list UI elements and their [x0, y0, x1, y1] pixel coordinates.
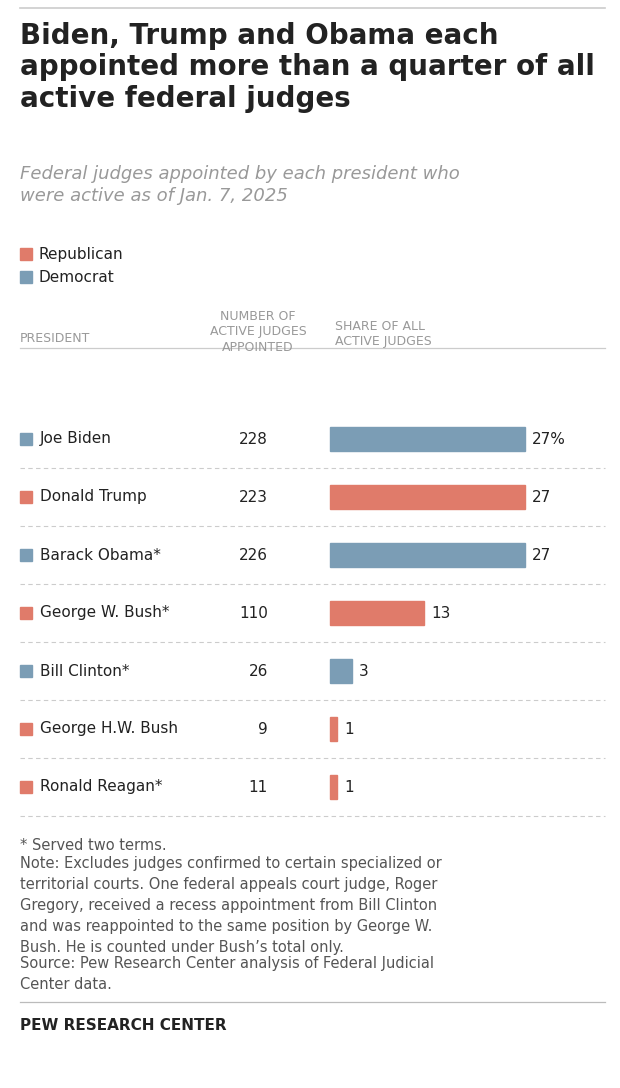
Text: Barack Obama*: Barack Obama*	[40, 547, 161, 562]
Bar	[330, 543, 525, 567]
Text: NUMBER OF
ACTIVE JUDGES
APPOINTED: NUMBER OF ACTIVE JUDGES APPOINTED	[210, 310, 306, 354]
Bar	[330, 717, 337, 741]
Bar	[330, 485, 525, 509]
Text: * Served two terms.: * Served two terms.	[20, 838, 167, 853]
Text: 9: 9	[259, 721, 268, 737]
Bar	[20, 781, 32, 793]
Bar	[330, 775, 337, 799]
Text: Democrat: Democrat	[39, 270, 115, 284]
Text: Republican: Republican	[39, 247, 123, 261]
Bar	[20, 607, 32, 619]
Text: 223: 223	[239, 490, 268, 505]
Text: 3: 3	[358, 664, 368, 679]
Text: PRESIDENT: PRESIDENT	[20, 332, 91, 345]
Text: Joe Biden: Joe Biden	[40, 432, 112, 446]
Bar	[20, 724, 32, 735]
Text: Source: Pew Research Center analysis of Federal Judicial
Center data.: Source: Pew Research Center analysis of …	[20, 956, 434, 992]
Text: Federal judges appointed by each president who
were active as of Jan. 7, 2025: Federal judges appointed by each preside…	[20, 165, 460, 206]
Text: George H.W. Bush: George H.W. Bush	[40, 721, 178, 737]
Text: Donald Trump: Donald Trump	[40, 490, 147, 505]
Text: 27: 27	[532, 490, 551, 505]
Bar	[330, 426, 525, 452]
Text: 11: 11	[249, 779, 268, 794]
Text: SHARE OF ALL
ACTIVE JUDGES: SHARE OF ALL ACTIVE JUDGES	[335, 320, 432, 348]
Text: 110: 110	[239, 606, 268, 620]
Bar	[20, 271, 32, 283]
Text: 13: 13	[431, 606, 450, 620]
Text: Bill Clinton*: Bill Clinton*	[40, 664, 130, 679]
Bar	[20, 549, 32, 561]
Text: 27%: 27%	[532, 432, 566, 446]
Text: 1: 1	[344, 721, 354, 737]
Text: George W. Bush*: George W. Bush*	[40, 606, 169, 620]
Text: 228: 228	[239, 432, 268, 446]
Text: PEW RESEARCH CENTER: PEW RESEARCH CENTER	[20, 1018, 227, 1033]
Bar	[20, 491, 32, 503]
Text: Note: Excludes judges confirmed to certain specialized or
territorial courts. On: Note: Excludes judges confirmed to certa…	[20, 856, 441, 955]
Text: Ronald Reagan*: Ronald Reagan*	[40, 779, 162, 794]
Text: 26: 26	[249, 664, 268, 679]
Text: 1: 1	[344, 779, 354, 794]
Bar	[20, 433, 32, 445]
Text: Biden, Trump and Obama each
appointed more than a quarter of all
active federal : Biden, Trump and Obama each appointed mo…	[20, 22, 595, 112]
Bar	[330, 659, 352, 683]
Text: 27: 27	[532, 547, 551, 562]
Text: 226: 226	[239, 547, 268, 562]
Bar	[20, 248, 32, 260]
Bar	[330, 601, 424, 625]
Bar	[20, 665, 32, 677]
